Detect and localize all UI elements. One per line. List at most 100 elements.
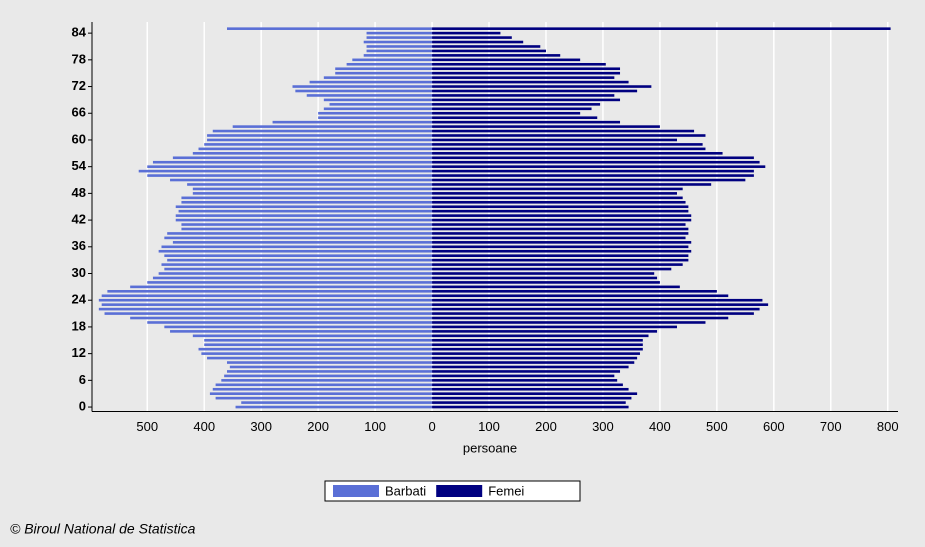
bar (432, 107, 592, 111)
bar (158, 249, 433, 253)
bar (104, 312, 433, 315)
bar (172, 241, 433, 244)
bar (221, 379, 433, 382)
y-tick-label: 84 (72, 25, 87, 40)
bar (432, 67, 621, 71)
bar (212, 129, 433, 133)
x-tick-label: 200 (535, 419, 557, 434)
bar (98, 298, 433, 302)
bar (432, 165, 766, 168)
bar (432, 169, 754, 173)
bar (432, 241, 692, 244)
bar (366, 45, 433, 48)
bar (432, 379, 618, 382)
bar (164, 254, 433, 257)
bar (432, 321, 706, 324)
x-tick-label: 500 (706, 419, 728, 434)
bar (181, 223, 433, 226)
bar (158, 272, 433, 275)
bar (432, 27, 891, 30)
bar (192, 187, 433, 191)
bar (432, 120, 621, 124)
bar (432, 54, 561, 57)
y-tick-label: 66 (72, 105, 86, 120)
bar (432, 214, 692, 217)
legend-label: Barbati (385, 483, 426, 498)
bar (432, 80, 629, 84)
x-tick-label: 400 (193, 419, 215, 434)
bar (181, 196, 433, 200)
bar (98, 307, 433, 311)
bar (432, 254, 689, 257)
bar (366, 49, 433, 53)
y-tick-label: 48 (72, 185, 86, 200)
bar (432, 98, 621, 102)
bar (363, 54, 433, 57)
bar (432, 31, 501, 35)
bar (432, 227, 689, 231)
bar (147, 281, 433, 284)
bar (432, 401, 626, 404)
bar (309, 80, 433, 84)
bar (432, 129, 695, 133)
bar (130, 316, 433, 320)
bar (335, 71, 433, 75)
bar (432, 361, 635, 364)
bar (241, 401, 433, 404)
bar (432, 343, 643, 347)
bar (432, 103, 601, 106)
bar (323, 107, 433, 111)
bar (432, 370, 621, 373)
bar (175, 214, 433, 217)
bar (170, 330, 433, 333)
bar (432, 356, 638, 360)
bar (224, 374, 433, 378)
bar (318, 116, 433, 120)
bar (198, 347, 433, 351)
x-tick-label: 700 (820, 419, 842, 434)
bar (207, 134, 433, 137)
y-tick-label: 36 (72, 238, 86, 253)
bar (432, 276, 658, 280)
bar (432, 205, 689, 209)
bar (152, 160, 433, 164)
bar (164, 267, 433, 271)
bar (292, 85, 433, 88)
bar (432, 111, 581, 115)
y-tick-label: 6 (79, 372, 86, 387)
bar (432, 116, 598, 120)
bar (432, 374, 615, 378)
bar (352, 58, 433, 62)
bar (432, 209, 689, 213)
bar (138, 169, 433, 173)
bar (432, 236, 686, 240)
y-tick-label: 0 (79, 398, 86, 413)
bar (164, 325, 433, 329)
bar (181, 200, 433, 204)
y-tick-label: 54 (72, 158, 87, 173)
bar (346, 62, 433, 66)
x-tick-label: 400 (649, 419, 671, 434)
bar (432, 200, 686, 204)
bar (432, 347, 643, 351)
bar (175, 218, 433, 222)
y-tick-label: 12 (72, 345, 86, 360)
bar (432, 76, 615, 79)
bar (432, 152, 723, 155)
bar (181, 227, 433, 231)
bar (207, 138, 433, 142)
y-tick-label: 78 (72, 51, 86, 66)
source-note: © Biroul National de Statistica (10, 521, 196, 537)
y-tick-label: 30 (72, 265, 86, 280)
bar (432, 285, 680, 289)
bar (215, 383, 433, 387)
bar (170, 178, 433, 182)
bar (432, 89, 638, 93)
bar (432, 232, 689, 235)
bar (432, 62, 606, 66)
bar (363, 40, 433, 44)
bar (323, 98, 433, 102)
bar (432, 218, 692, 222)
bar (335, 67, 433, 71)
